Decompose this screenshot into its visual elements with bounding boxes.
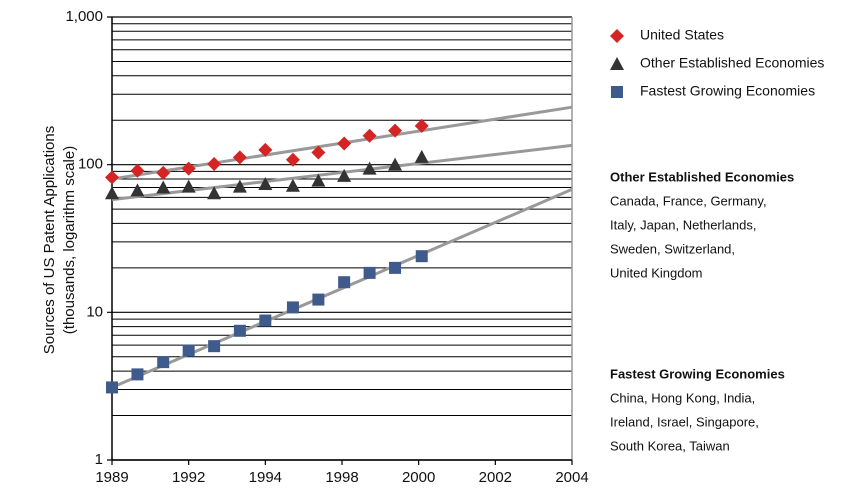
marker-square xyxy=(106,381,118,394)
marker-diamond xyxy=(181,161,196,176)
x-tick-label: 2004 xyxy=(555,469,588,486)
legend-label: Fastest Growing Economies xyxy=(640,83,815,99)
y-axis-label-line: (thousands, logarithm scale) xyxy=(61,146,78,334)
marker-square xyxy=(208,340,221,353)
marker-square xyxy=(182,344,195,357)
annotation-line: Ireland, Israel, Singapore, xyxy=(610,414,759,429)
marker-square xyxy=(233,324,246,337)
x-tick-label: 1998 xyxy=(325,469,358,486)
annotation-line: Canada, France, Germany, xyxy=(610,193,767,208)
marker-triangle xyxy=(337,168,352,182)
marker-diamond xyxy=(258,142,273,157)
marker-triangle xyxy=(414,149,429,163)
marker-square xyxy=(286,301,299,314)
marker-diamond xyxy=(232,150,247,165)
annotation-line: United Kingdom xyxy=(610,265,703,280)
marker-triangle xyxy=(311,173,326,187)
marker-diamond xyxy=(388,123,403,138)
y-tick-label: 1,000 xyxy=(65,8,103,25)
marker-diamond xyxy=(105,170,119,185)
x-tick-label: 1992 xyxy=(172,469,205,486)
marker-square xyxy=(611,86,623,98)
annotation-line: China, Hong Kong, India, xyxy=(610,390,755,405)
marker-diamond xyxy=(414,118,429,133)
trend-line xyxy=(111,143,573,202)
marker-diamond xyxy=(156,165,171,180)
marker-triangle xyxy=(258,176,273,190)
marker-triangle xyxy=(156,180,171,194)
marker-diamond xyxy=(130,163,145,178)
marker-diamond xyxy=(362,128,377,143)
marker-square xyxy=(363,266,376,279)
marker-square xyxy=(312,293,325,306)
annotation-line: South Korea, Taiwan xyxy=(610,438,730,453)
y-tick-label: 10 xyxy=(86,303,103,320)
marker-triangle xyxy=(232,179,247,193)
marker-triangle xyxy=(130,183,145,197)
legend-label: United States xyxy=(640,27,724,43)
marker-diamond xyxy=(337,136,352,151)
y-axis-label-line: Sources of US Patent Applications xyxy=(41,126,58,354)
marker-triangle xyxy=(181,179,196,193)
annotation-line: Sweden, Switzerland, xyxy=(610,241,735,256)
marker-triangle xyxy=(388,157,403,171)
x-tick-label: 2000 xyxy=(402,469,435,486)
marker-square xyxy=(259,314,272,327)
marker-diamond xyxy=(207,157,222,172)
annotation-title: Fastest Growing Economies xyxy=(610,366,785,381)
marker-triangle xyxy=(610,57,624,70)
x-tick-label: 1989 xyxy=(95,469,128,486)
annotation-title: Other Established Economies xyxy=(610,169,794,184)
marker-square xyxy=(338,276,351,289)
x-tick-label: 1994 xyxy=(249,469,282,486)
marker-triangle xyxy=(105,186,119,200)
marker-square xyxy=(415,250,428,263)
annotation-line: Italy, Japan, Netherlands, xyxy=(610,217,756,232)
marker-triangle xyxy=(362,161,377,175)
marker-triangle xyxy=(207,186,222,200)
x-tick-label: 2002 xyxy=(479,469,512,486)
marker-square xyxy=(157,356,170,369)
y-tick-label: 100 xyxy=(78,156,103,173)
trend-line xyxy=(111,188,573,389)
marker-diamond xyxy=(285,152,300,167)
marker-triangle xyxy=(285,178,300,192)
marker-square xyxy=(131,368,144,381)
marker-diamond xyxy=(311,145,326,160)
y-tick-label: 1 xyxy=(95,451,103,468)
legend-label: Other Established Economies xyxy=(640,55,824,71)
y-axis-label: Sources of US Patent Applications (thous… xyxy=(41,126,78,354)
marker-diamond xyxy=(610,29,624,43)
marker-square xyxy=(389,261,402,274)
